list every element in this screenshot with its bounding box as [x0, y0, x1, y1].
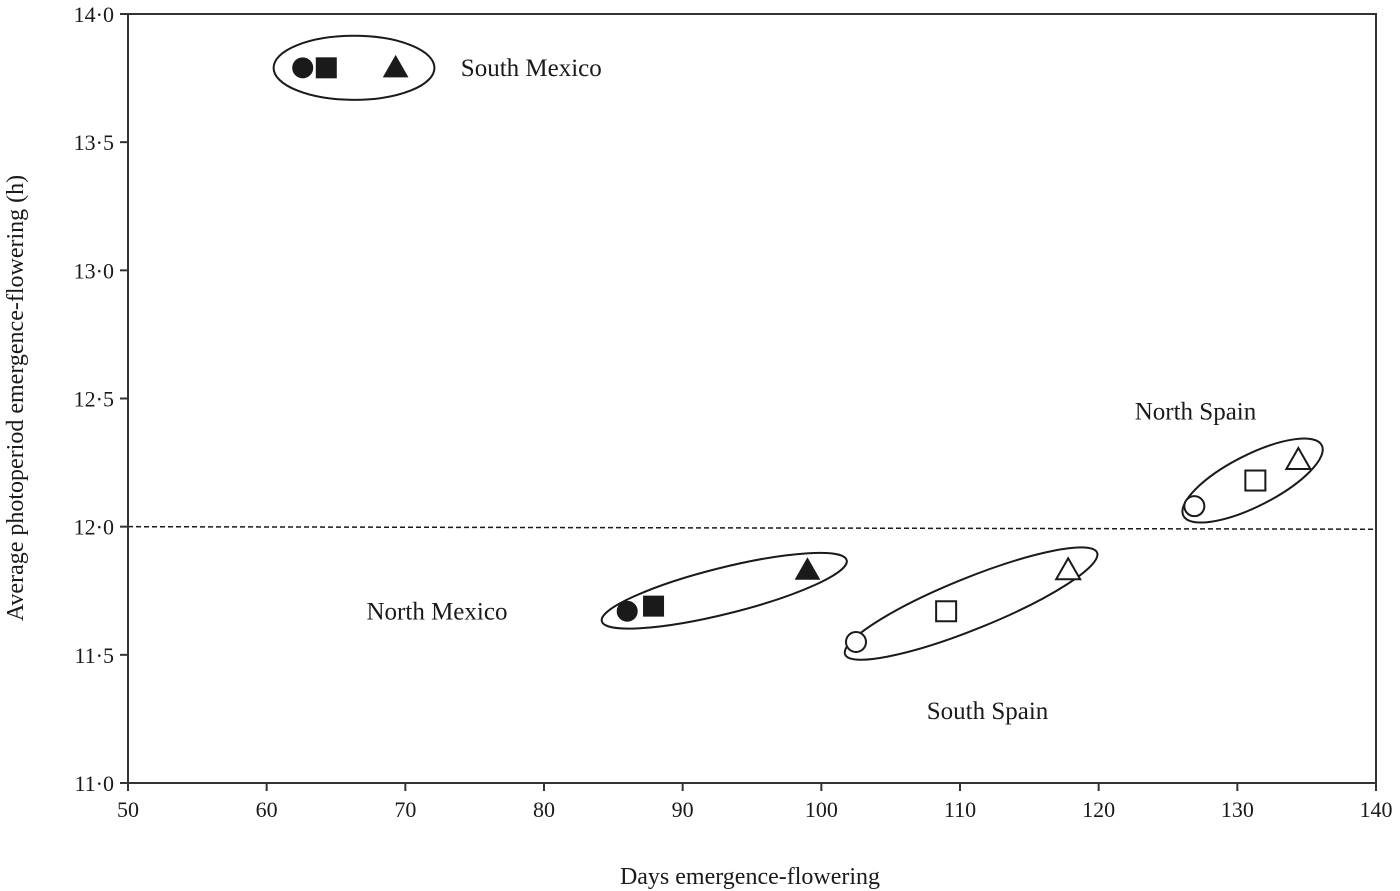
y-tick-label: 14·0 [74, 2, 114, 27]
label-south-mexico: South Mexico [461, 55, 602, 82]
group-labels: South Mexico North Mexico South Spain North… [367, 55, 1257, 725]
x-axis-ticks: 50 60 70 80 90 100 110 120 130 140 [117, 783, 1393, 822]
circle-marker-icon [845, 631, 867, 654]
ellipse-north-spain [1181, 437, 1324, 524]
data-points [292, 54, 1313, 654]
y-tick-label: 13·5 [74, 130, 114, 155]
x-tick-label: 80 [533, 797, 555, 822]
y-tick-label: 12·0 [74, 515, 114, 540]
x-tick-label: 60 [256, 797, 278, 822]
reference-line-12h [127, 525, 1374, 530]
triangle-marker-icon [382, 54, 409, 78]
label-north-spain: North Spain [1135, 398, 1257, 425]
y-tick-label: 13·0 [74, 258, 114, 283]
triangle-marker-icon [1284, 446, 1313, 471]
y-tick-label: 11·5 [74, 643, 114, 668]
square-marker-icon [935, 600, 958, 623]
square-marker-icon [643, 595, 665, 617]
x-tick-label: 120 [1082, 797, 1115, 822]
x-tick-label: 50 [117, 797, 139, 822]
y-tick-label: 11·0 [74, 771, 114, 796]
x-tick-label: 110 [944, 797, 976, 822]
y-axis-ticks: 11·0 11·5 12·0 12·5 13·0 13·5 14·0 [74, 2, 128, 796]
triangle-marker-icon [1054, 556, 1082, 581]
x-tick-label: 90 [672, 797, 694, 822]
circle-marker-icon [1183, 495, 1206, 518]
ellipse-south-mexico [272, 34, 436, 101]
circle-marker-icon [616, 600, 638, 622]
y-tick-label: 12·5 [74, 387, 114, 412]
label-north-mexico: North Mexico [367, 598, 508, 625]
x-axis-title: Days emergence-flowering [620, 864, 880, 890]
ellipse-south-spain [843, 546, 1099, 661]
y-axis-title: Average photoperiod emergence-flowering … [3, 175, 29, 621]
square-marker-icon [1244, 469, 1267, 492]
square-marker-icon [315, 57, 337, 79]
x-tick-label: 140 [1360, 797, 1393, 822]
x-tick-label: 70 [394, 797, 416, 822]
x-tick-label: 130 [1221, 797, 1254, 822]
x-tick-label: 100 [805, 797, 838, 822]
triangle-marker-icon [794, 557, 821, 580]
circle-marker-icon [292, 57, 314, 79]
ellipse-north-mexico [600, 551, 848, 630]
group-ellipses [272, 34, 1324, 661]
label-south-spain: South Spain [927, 698, 1049, 725]
reference-line [127, 525, 1374, 530]
